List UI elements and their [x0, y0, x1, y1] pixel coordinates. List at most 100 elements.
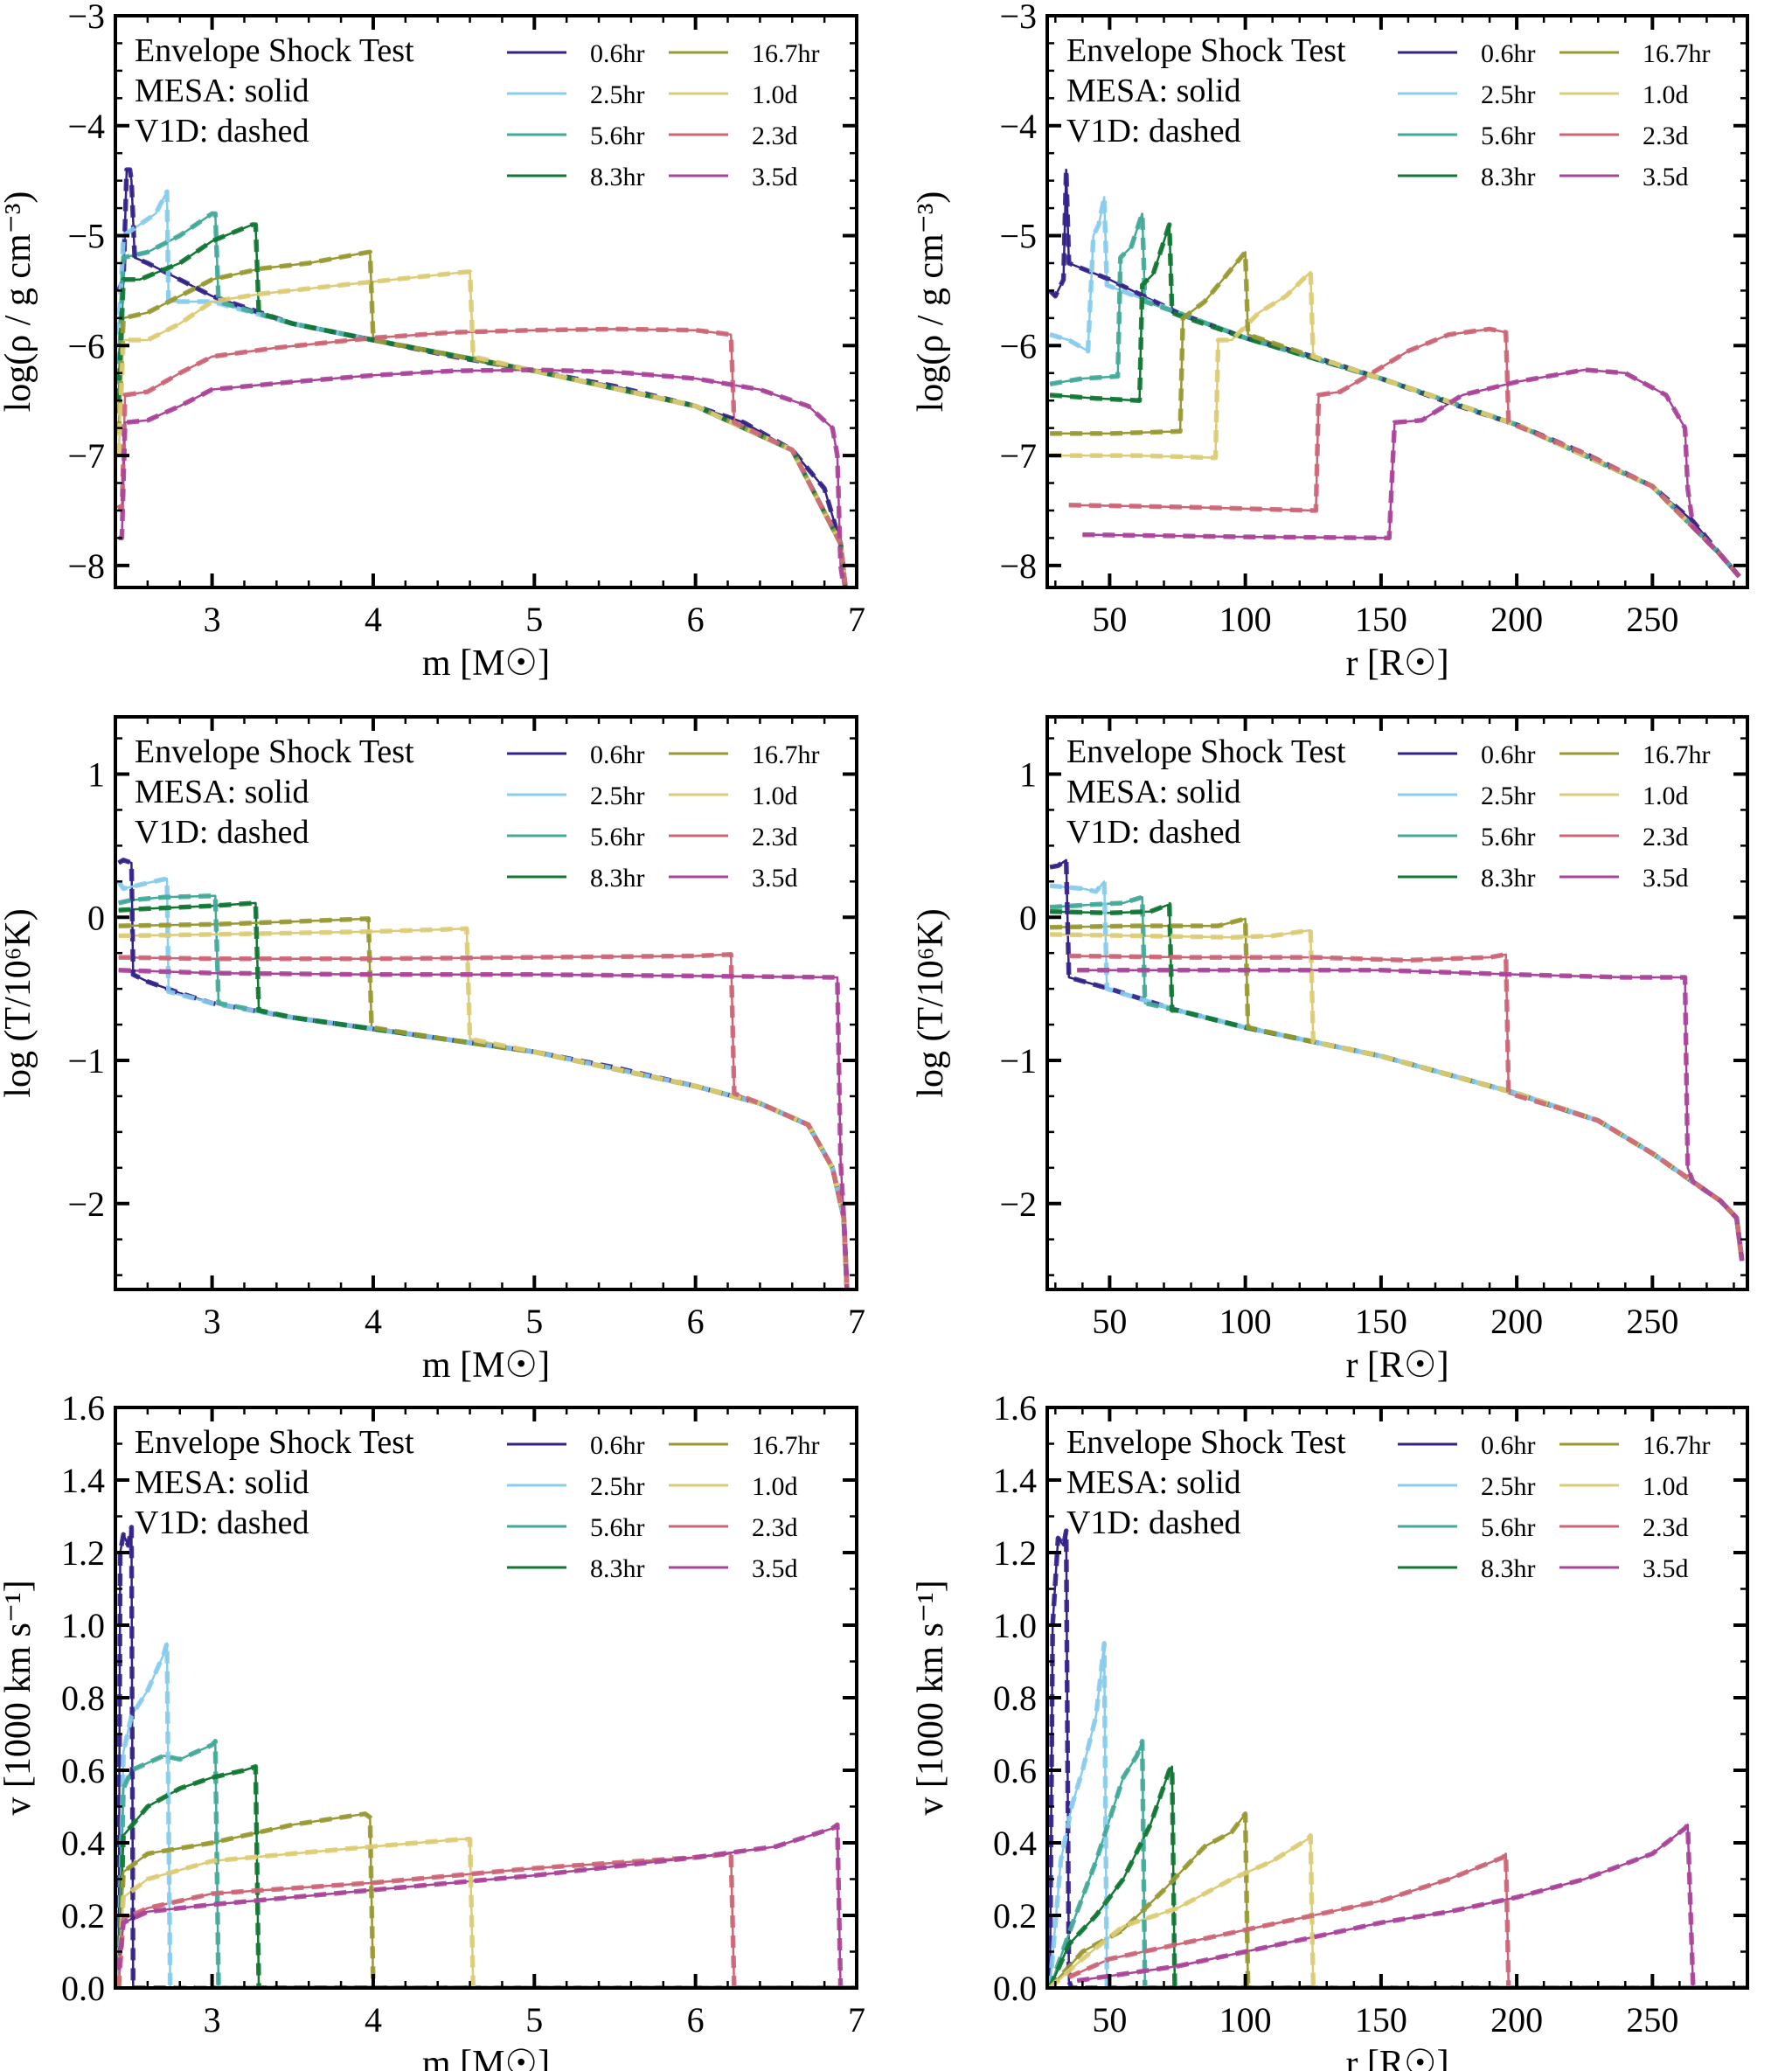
series-line-mesa-5.6hr [117, 212, 847, 587]
legend-label: 8.3hr [1481, 1554, 1536, 1583]
legend-label: 16.7hr [1643, 39, 1711, 68]
y-tick-label: 0.4 [993, 1824, 1037, 1863]
series-line-mesa-1.0d [118, 928, 849, 1289]
y-axis-label: log(ρ / g cm⁻³) [0, 191, 38, 413]
series-line-v1d-2.5hr [115, 1641, 857, 1988]
y-tick-label: 0.2 [993, 1896, 1037, 1935]
y-tick-label: 0.6 [61, 1751, 105, 1790]
legend-label: 0.6hr [590, 740, 645, 769]
x-tick-label: 6 [687, 2000, 705, 2040]
panel-rho-vs-m: 3 4 5 6 7 −8 −7 −6 −5 −4 −3 m [M☉] log(ρ / g cm⁻³) En… [0, 0, 865, 684]
legend-label: 2.3d [1643, 122, 1689, 150]
legend-label: 0.6hr [1481, 740, 1536, 769]
series-line-v1d-0.6hr [1048, 167, 1741, 579]
legend-label: 8.3hr [1481, 864, 1536, 893]
legend-label: 3.5d [1643, 163, 1689, 191]
axes-frame [1045, 715, 1749, 1291]
annotation-line: V1D: dashed [135, 1505, 309, 1541]
series-group [116, 858, 850, 1289]
series-line-v1d-3.5d [115, 1822, 857, 1988]
legend: 0.6hr 2.5hr 5.6hr 8.3hr 16.7hr 1.0d 2.3d 3.5d [507, 1431, 820, 1583]
legend-label: 3.5d [1643, 1554, 1689, 1583]
y-tick-label: −8 [999, 546, 1037, 586]
axes-frame [114, 715, 858, 1291]
y-tick-label: 1.4 [61, 1461, 105, 1500]
x-axis-label: r [R☉] [1345, 1345, 1448, 1386]
series-line-mesa-3.5d [1077, 969, 1744, 1261]
x-tick-label: 7 [848, 600, 865, 639]
series-line-v1d-2.5hr [1049, 194, 1741, 579]
y-tick-label: 0.6 [993, 1751, 1037, 1790]
legend-label: 16.7hr [1643, 740, 1711, 769]
series-line-v1d-1.0d [115, 269, 848, 587]
x-axis-label: m [M☉] [422, 1345, 550, 1386]
series-line-v1d-5.6hr [1049, 211, 1741, 579]
legend-label: 8.3hr [590, 1554, 645, 1583]
series-line-mesa-2.5hr [117, 1642, 857, 1988]
series-line-v1d-1.0d [1048, 1832, 1747, 1988]
series-line-mesa-16.7hr [1049, 1812, 1747, 1988]
y-tick-label: −5 [67, 217, 105, 256]
x-tick-label: 4 [365, 1302, 382, 1341]
y-tick-label: 1.2 [993, 1533, 1037, 1573]
annotation-line: Envelope Shock Test [135, 32, 414, 69]
series-line-v1d-3.5d [1076, 1822, 1747, 1988]
series-line-v1d-16.7hr [115, 1811, 857, 1988]
y-tick-label: −4 [67, 107, 105, 146]
y-tick-label: 1.0 [993, 1606, 1037, 1645]
series-group [1048, 167, 1741, 579]
y-tick-label: 0.2 [61, 1896, 105, 1935]
annotation-line: MESA: solid [1066, 73, 1241, 109]
y-tick-label: 0 [87, 898, 105, 937]
x-tick-label: 150 [1355, 2000, 1407, 2040]
y-tick-label: 1.0 [61, 1606, 105, 1645]
x-tick-label: 3 [204, 2000, 221, 2040]
y-tick-label: 1.2 [61, 1533, 105, 1573]
legend-label: 16.7hr [752, 39, 820, 68]
legend-label: 2.5hr [1481, 80, 1536, 109]
series-line-v1d-8.3hr [115, 1764, 857, 1988]
series-line-v1d-2.3d [1068, 326, 1741, 579]
series-line-v1d-8.3hr [1047, 1764, 1747, 1988]
y-tick-label: 1.6 [993, 1388, 1037, 1428]
annotation-line: V1D: dashed [1066, 814, 1240, 851]
x-axis-label: r [R☉] [1345, 2044, 1448, 2071]
series-line-v1d-3.5d [118, 968, 850, 1289]
annotation-line: Envelope Shock Test [135, 1424, 414, 1461]
series-line-v1d-3.5d [1077, 968, 1745, 1261]
legend-label: 1.0d [1643, 782, 1689, 810]
x-tick-label: 50 [1092, 2000, 1127, 2040]
x-tick-label: 4 [365, 2000, 382, 2040]
y-axis-label: v [1000 km s⁻¹] [911, 1580, 951, 1815]
x-tick-label: 250 [1626, 1302, 1678, 1341]
series-group [1047, 1528, 1747, 1988]
series-line-v1d-5.6hr [1049, 894, 1745, 1261]
axes-frame [114, 14, 858, 589]
series-line-v1d-3.5d [1082, 367, 1741, 579]
legend-label: 0.6hr [1481, 1431, 1536, 1460]
legend-label: 2.5hr [590, 782, 645, 810]
x-tick-label: 50 [1092, 600, 1127, 639]
y-axis-label: log (T/10⁶K) [0, 908, 38, 1097]
legend-label: 2.3d [1643, 1513, 1689, 1542]
series-line-v1d-8.3hr [1049, 222, 1741, 579]
legend-label: 0.6hr [1481, 39, 1536, 68]
series-line-mesa-2.3d [1068, 953, 1744, 1261]
y-tick-label: 0.4 [61, 1824, 105, 1863]
x-axis-label: r [R☉] [1345, 643, 1448, 684]
y-tick-label: −7 [67, 436, 105, 476]
series-line-mesa-5.6hr [117, 1740, 857, 1988]
legend-label: 3.5d [752, 163, 798, 191]
x-tick-label: 250 [1626, 2000, 1678, 2040]
annotation-line: V1D: dashed [1066, 1505, 1240, 1541]
series-line-v1d-2.3d [116, 326, 848, 587]
legend-label: 5.6hr [1481, 823, 1536, 851]
x-tick-label: 5 [525, 600, 543, 639]
x-tick-label: 200 [1490, 1302, 1543, 1341]
panel-rho-vs-r: 50 100 150 200 250 −8 −7 −6 −5 −4 −3 r [R☉] log(ρ / … [911, 0, 1749, 684]
x-tick-label: 250 [1626, 600, 1678, 639]
x-tick-label: 3 [204, 600, 221, 639]
x-tick-label: 4 [365, 600, 382, 639]
annotation-line: MESA: solid [135, 73, 309, 109]
legend-label: 1.0d [1643, 1472, 1689, 1501]
